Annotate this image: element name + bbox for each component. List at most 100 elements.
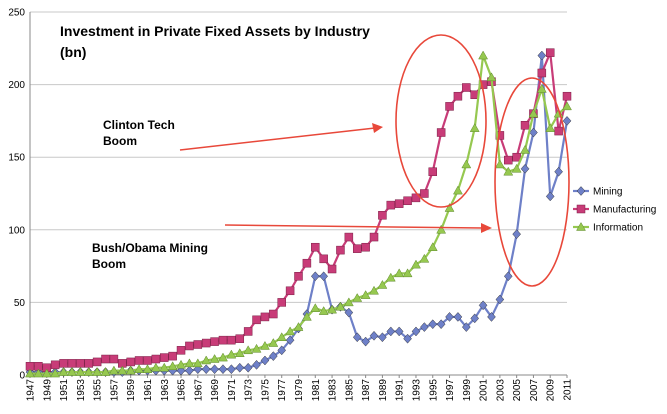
x-tick-label: 1961 [143, 379, 154, 402]
data-point-marker [478, 50, 489, 60]
annotation-bush-obama: Bush/Obama Mining Boom [92, 223, 492, 271]
data-point-marker [478, 300, 488, 311]
x-tick-label: 1989 [378, 379, 389, 402]
x-tick-label: 2007 [529, 379, 540, 402]
data-point-marker [360, 290, 371, 299]
data-point-marker [536, 83, 547, 93]
data-point-marker [436, 319, 446, 330]
data-point-marker [445, 102, 454, 111]
data-point-marker [260, 355, 270, 366]
data-point-marker [277, 298, 286, 307]
data-point-marker [576, 204, 586, 214]
annotation-bush-line-2: Boom [92, 257, 126, 271]
data-point-marker [76, 359, 85, 368]
y-tick-label: 150 [8, 153, 25, 164]
data-point-marker [159, 362, 170, 372]
data-point-marker [50, 368, 61, 378]
legend-item-information: Information [573, 221, 643, 234]
data-point-marker [369, 285, 379, 295]
legend: Mining Manufacturing Information [573, 186, 656, 234]
data-point-marker [201, 364, 211, 375]
data-point-marker [576, 221, 586, 231]
data-point-marker [185, 365, 194, 376]
data-point-marker [252, 315, 261, 325]
data-point-marker [160, 353, 169, 362]
data-point-marker [344, 232, 354, 242]
data-point-marker [285, 335, 295, 346]
data-point-marker [461, 322, 471, 332]
data-point-marker [545, 48, 555, 57]
data-point-marker [235, 362, 245, 373]
data-point-marker [126, 357, 135, 367]
data-point-marker [469, 123, 480, 132]
data-point-marker [436, 128, 446, 137]
data-point-marker [403, 196, 412, 206]
data-point-marker [227, 364, 236, 375]
series-manufacturing [25, 48, 572, 372]
data-point-marker [394, 199, 404, 208]
data-point-marker [218, 352, 228, 362]
data-point-marker [302, 258, 312, 268]
series-layer [25, 48, 572, 378]
x-tick-label: 1973 [244, 379, 255, 402]
x-tick-label: 1985 [344, 379, 355, 402]
data-point-marker [327, 304, 337, 314]
data-point-marker [234, 348, 245, 357]
data-point-marker [343, 297, 354, 307]
data-point-marker [59, 359, 68, 368]
annotation-bush-arrowhead [481, 223, 492, 233]
x-tick-label: 1979 [294, 379, 305, 402]
data-point-marker [142, 364, 153, 373]
data-point-marker [462, 83, 471, 92]
legend-item-manufacturing: Manufacturing [573, 205, 656, 216]
x-tick-label: 1963 [160, 379, 171, 402]
annotation-clinton: Clinton Tech Boom [103, 118, 383, 151]
data-point-marker [335, 301, 346, 311]
x-tick-labels: 1947 1949 1951 1953 1955 1957 1959 1961 1963 1965… [26, 375, 574, 401]
data-point-marker [327, 264, 337, 274]
data-point-marker [361, 242, 370, 252]
data-point-marker [444, 203, 455, 212]
x-tick-label: 1997 [445, 379, 456, 402]
data-point-marker [192, 358, 203, 368]
x-tick-label: 1993 [411, 379, 422, 402]
x-tick-label: 1983 [328, 379, 339, 402]
highlight-circle-mining [494, 77, 570, 287]
data-point-marker [301, 311, 312, 321]
data-point-marker [520, 144, 530, 154]
data-point-marker [576, 186, 586, 196]
data-point-marker [537, 68, 547, 78]
data-point-marker [520, 163, 530, 174]
x-tick-label: 2011 [563, 379, 574, 401]
data-point-marker [461, 159, 472, 169]
x-tick-label: 1975 [260, 379, 271, 402]
data-point-marker [503, 166, 514, 176]
data-point-marker [201, 338, 211, 348]
data-point-marker [193, 340, 203, 349]
data-point-marker [394, 326, 404, 337]
annotation-clinton-arrowhead [372, 123, 383, 133]
y-tick-labels: 0 50 100 150 200 250 [8, 8, 25, 382]
x-tick-label: 1987 [361, 379, 372, 402]
data-point-marker [143, 356, 152, 365]
data-point-marker [494, 159, 505, 169]
data-point-marker [562, 101, 572, 111]
data-point-marker [92, 367, 103, 376]
data-point-marker [285, 326, 296, 336]
data-point-marker [151, 354, 161, 364]
data-point-marker [386, 200, 396, 210]
data-point-marker [487, 312, 496, 322]
gridlines [29, 11, 567, 376]
data-point-marker [67, 359, 77, 368]
data-point-marker [176, 346, 186, 355]
x-tick-label: 2009 [546, 379, 557, 402]
data-point-marker [260, 312, 270, 322]
data-point-marker [529, 127, 538, 138]
data-point-marker [377, 279, 388, 289]
data-point-marker [352, 244, 362, 253]
data-point-marker [402, 268, 413, 278]
highlight-circle-tech [395, 34, 487, 208]
data-point-marker [310, 271, 320, 282]
chart-title-line-1: Investment in Private Fixed Assets by In… [60, 23, 370, 39]
y-tick-label: 200 [8, 80, 25, 91]
